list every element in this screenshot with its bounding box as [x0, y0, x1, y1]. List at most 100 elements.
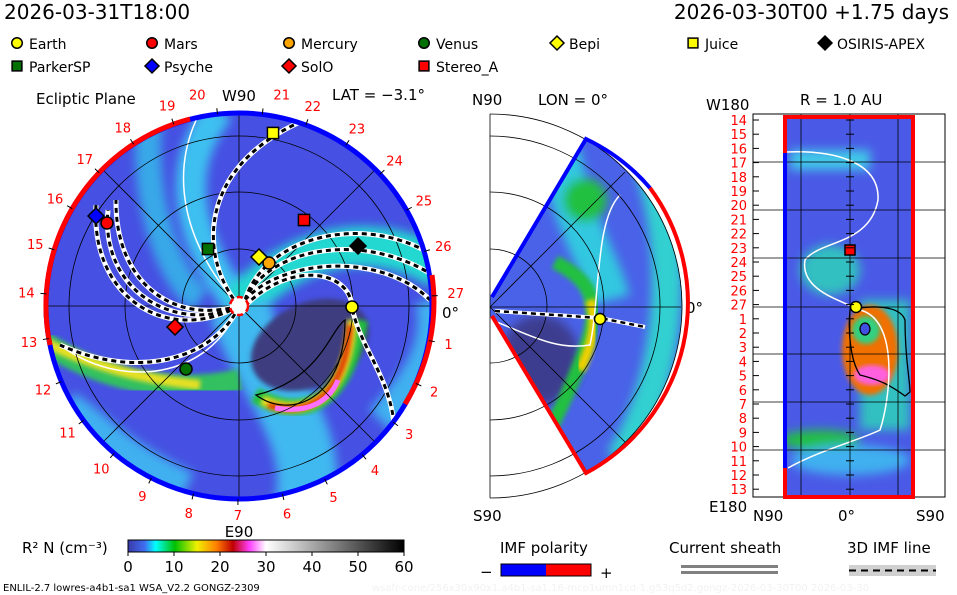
radial-sector-label: 13	[730, 483, 747, 498]
legend-item: Stereo_A	[418, 60, 499, 76]
stereo-a-icon	[418, 60, 430, 72]
ecliptic-sector-label: 22	[304, 100, 321, 115]
colorbar-tick-label: 50	[348, 558, 367, 576]
imf-line-title: 3D IMF line	[847, 539, 931, 557]
colorbar-tick-label: 40	[302, 558, 321, 576]
ecliptic-tick	[261, 108, 264, 115]
ecliptic-tick	[66, 205, 73, 210]
ecliptic-tick	[281, 493, 285, 500]
ecliptic-sector-label: 7	[234, 509, 242, 524]
ecliptic-sector-label: 10	[93, 462, 110, 477]
radial-sector-label: 11	[730, 455, 747, 470]
imf-polarity-legend: IMF polarity − +	[480, 539, 613, 582]
radial-title: R = 1.0 AU	[800, 91, 882, 109]
ecliptic-tick	[345, 139, 350, 146]
psyche-icon	[143, 57, 161, 75]
legend-item: Earth	[11, 37, 67, 53]
legend-label: Stereo_A	[436, 60, 499, 76]
current-sheath-legend: Current sheath	[669, 539, 781, 574]
radial-sector-label: 22	[730, 228, 747, 243]
ecliptic-sector-label: 3	[405, 428, 413, 443]
ecliptic-sector-label: 18	[115, 121, 132, 136]
legend-label: Mercury	[301, 37, 358, 53]
colorbar-tick-label: 30	[256, 558, 275, 576]
ecliptic-tick	[406, 206, 413, 211]
mercury-icon	[283, 37, 295, 49]
ecliptic-tick	[392, 421, 399, 427]
ecliptic-sector-label: 13	[21, 336, 38, 351]
radial-sector-label: 27	[730, 299, 747, 314]
radial-sector-label: 8	[739, 412, 747, 427]
ecliptic-tick	[48, 247, 55, 251]
ecliptic-tick	[148, 477, 152, 484]
radial-zero-label: 0°	[838, 507, 855, 525]
run-time: 2026-03-30T00 +1.75 days	[674, 0, 949, 24]
ecliptic-tick	[55, 381, 62, 385]
ecliptic-sector-label: 1	[444, 338, 452, 353]
ecliptic-parkersp-marker	[201, 242, 215, 256]
ecliptic-tick	[324, 478, 328, 485]
ecliptic-sector-label: 19	[159, 100, 176, 115]
legend-item: Venus	[418, 37, 478, 53]
ecliptic-mercury-marker	[262, 256, 276, 270]
ecliptic-sector-label: 8	[185, 507, 193, 522]
radial-w180-label: W180	[706, 96, 749, 114]
imf-plus-label: +	[600, 564, 613, 582]
legend-label: ParkerSP	[29, 60, 90, 76]
legend-item: Bepi	[548, 34, 600, 53]
ecliptic-tick	[94, 168, 100, 174]
osiris-apex-icon	[816, 34, 834, 52]
colorbar-tick-label: 60	[394, 558, 413, 576]
radial-sector-label: 12	[730, 469, 747, 484]
ecliptic-w90-label: W90	[222, 87, 256, 105]
ecliptic-sector-label: 11	[59, 426, 76, 441]
radial-s90-label: S90	[916, 507, 945, 525]
colorbar: R² N (cm⁻³) 0 10 20 30 40 50 60	[22, 539, 414, 576]
legend-label: Venus	[436, 37, 478, 53]
radial-sector-label: 1	[739, 313, 747, 328]
legend-item: OSIRIS-APEX	[816, 34, 925, 53]
legend-label: SolO	[301, 60, 333, 76]
legend-label: Bepi	[569, 37, 600, 53]
colorbar-tick-label: 0	[123, 558, 133, 576]
radial-sector-label: 7	[739, 398, 747, 413]
ecliptic-venus-marker	[179, 362, 193, 376]
bepi-icon	[548, 34, 566, 52]
radial-sector-label: 17	[730, 157, 747, 172]
solo-icon	[280, 57, 298, 75]
radial-sector-label: 5	[739, 370, 747, 385]
ecliptic-tick	[171, 118, 175, 125]
ecliptic-sector-label: 21	[273, 89, 290, 104]
ecliptic-sector-label: 4	[371, 464, 379, 479]
radial-earth-marker	[849, 300, 863, 314]
radial-sector-label: 21	[730, 213, 747, 228]
model-info: ENLIL-2.7 lowres-a4b1-sa1 WSA_V2.2 GONGZ…	[3, 583, 260, 594]
ecliptic-sector-label: 12	[35, 383, 52, 398]
sun-icon	[228, 295, 250, 317]
radial-sector-label: 23	[730, 242, 747, 257]
ecliptic-bepi-marker	[249, 247, 269, 267]
ecliptic-solo-marker	[165, 317, 185, 337]
radial-sector-label: 25	[730, 270, 747, 285]
ecliptic-osiris-apex-marker	[348, 236, 368, 256]
ecliptic-psyche-marker	[86, 206, 106, 226]
ecliptic-tick	[423, 249, 431, 252]
current-sheath-title: Current sheath	[669, 539, 781, 557]
ecliptic-mars-marker	[100, 216, 114, 230]
meridional-panel: N90 LON = 0° S90 0°	[472, 91, 703, 525]
meridional-lon-label: LON = 0°	[538, 91, 608, 109]
radial-n90-label: N90	[753, 507, 783, 525]
ecliptic-tick	[428, 340, 435, 343]
imf-polarity-title: IMF polarity	[500, 539, 588, 557]
legend-item: Mars	[146, 37, 198, 53]
mars-icon	[146, 37, 158, 49]
ecliptic-tick	[42, 338, 49, 341]
radial-sector-label: 9	[739, 426, 747, 441]
legend-item: Psyche	[143, 57, 213, 76]
ecliptic-e90-label: E90	[225, 523, 254, 541]
legend-label: Earth	[29, 37, 67, 53]
radial-sector-label: 6	[739, 384, 747, 399]
legend-item: Juice	[687, 37, 738, 53]
ecliptic-earth-marker	[345, 300, 359, 314]
ecliptic-sector-label: 16	[47, 193, 64, 208]
